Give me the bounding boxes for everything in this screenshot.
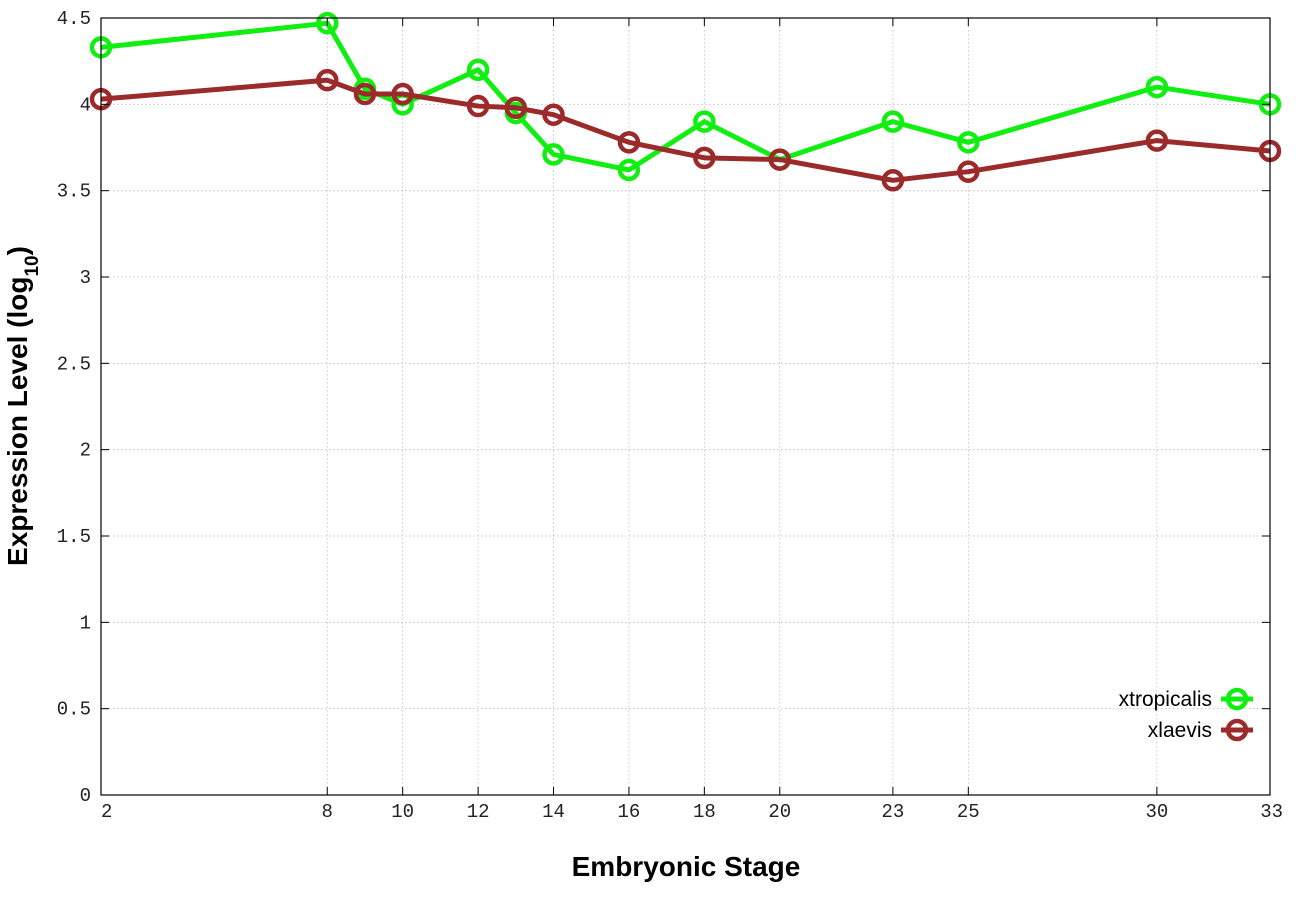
y-tick-label: 4 (80, 94, 91, 116)
grid-lines (101, 18, 1270, 795)
x-tick-label: 23 (881, 801, 904, 823)
series-layer (89, 11, 1282, 192)
y-tick-label: 0.5 (57, 699, 91, 721)
y-axis-title: Expression Level (log10) (2, 246, 43, 566)
legend-swatch-marker-xtropicalis (1225, 687, 1249, 711)
axis-ticks: 0 0.5 1 1.5 2 2.5 3 3.5 4 4.5 2 8 10 12 14 16 18 20 23 25 30… (57, 8, 1283, 823)
x-tick-label: 33 (1260, 801, 1283, 823)
data-point-xlaevis (1145, 129, 1169, 152)
x-tick-label: 18 (693, 801, 716, 823)
y-tick-label: 2 (80, 440, 91, 462)
data-point-xlaevis (316, 68, 339, 92)
data-point-xlaevis (617, 131, 641, 154)
y-tick-label: 1 (80, 612, 91, 634)
x-tick-label: 2 (101, 801, 112, 823)
x-tick-label: 8 (322, 801, 333, 823)
x-tick-label: 10 (391, 801, 414, 823)
x-tick-label: 16 (618, 801, 641, 823)
data-point-xlaevis (768, 148, 792, 171)
y-axis-title-main: Expression Level (log (2, 277, 33, 566)
y-tick-label: 3.5 (57, 181, 91, 203)
data-point-xtropicalis (957, 131, 980, 154)
data-point-xtropicalis (1145, 75, 1169, 99)
data-point-xtropicalis (316, 11, 339, 35)
data-point-xtropicalis (617, 158, 641, 182)
series-line-xtropicalis (100, 20, 1271, 173)
data-point-xlaevis (353, 82, 377, 106)
plot-frame (100, 17, 1271, 796)
data-point-xlaevis (693, 146, 716, 170)
y-tick-label: 3 (80, 267, 91, 289)
series-xlaevis (89, 68, 1282, 192)
y-tick-label: 4.5 (57, 8, 91, 30)
data-point-xlaevis (957, 160, 980, 183)
data-point-xtropicalis (693, 110, 716, 133)
data-point-xlaevis (504, 96, 528, 120)
data-point-xlaevis (391, 82, 414, 106)
x-axis-title: Embryonic Stage (572, 851, 801, 882)
y-tick-label: 0 (80, 785, 91, 807)
legend: xtropicalis xlaevis (1119, 687, 1253, 742)
x-tick-label: 20 (768, 801, 791, 823)
y-axis-title-subscript: 10 (22, 255, 43, 276)
legend-label-xtropicalis: xtropicalis (1119, 688, 1212, 711)
data-point-xlaevis (881, 169, 905, 192)
legend-label-xlaevis: xlaevis (1148, 719, 1212, 742)
y-axis-title-close: ) (2, 246, 33, 255)
y-tick-label: 1.5 (57, 526, 91, 548)
data-point-xtropicalis (466, 58, 490, 82)
legend-swatch-marker-xlaevis (1225, 718, 1249, 742)
x-tick-label: 14 (542, 801, 565, 823)
data-point-xtropicalis (542, 143, 565, 166)
data-point-xlaevis (542, 103, 565, 126)
data-point-xtropicalis (881, 110, 905, 133)
data-point-xlaevis (466, 94, 490, 118)
y-tick-label: 2.5 (57, 353, 91, 375)
series-line-xlaevis (100, 77, 1271, 183)
x-tick-label: 25 (957, 801, 980, 823)
x-tick-label: 30 (1145, 801, 1168, 823)
x-tick-label: 12 (467, 801, 490, 823)
